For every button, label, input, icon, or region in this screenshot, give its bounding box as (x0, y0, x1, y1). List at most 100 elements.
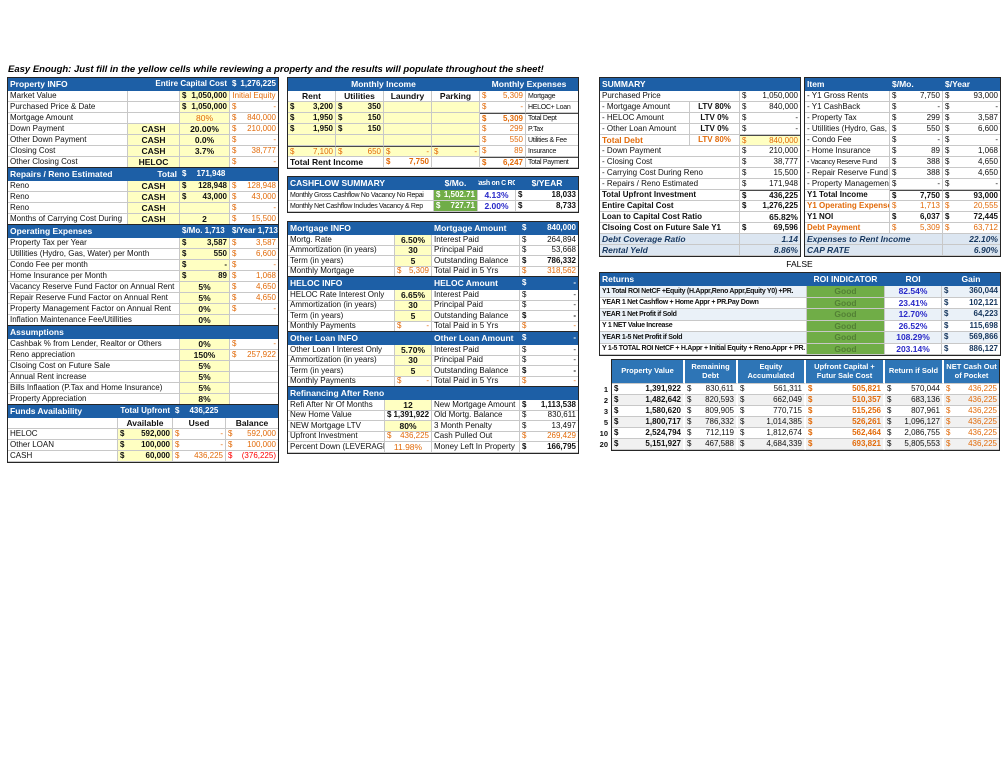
input-cell[interactable]: CASH (128, 214, 180, 225)
input-cell[interactable]: 30 (395, 355, 432, 366)
cell: 23.41% (885, 297, 942, 309)
input-cell[interactable]: HELOC (128, 157, 180, 168)
cell: $ - (230, 304, 278, 315)
input-cell[interactable]: $100,000 (118, 440, 173, 451)
input-cell[interactable]: $550 (180, 249, 230, 260)
cell: $210,000 (740, 146, 800, 157)
header-cell: SUMMARY (600, 78, 800, 91)
input-cell[interactable]: $592,000 (118, 429, 173, 440)
cell: YEAR 1 Net Cashflow + Home Appr + PR.Pay… (600, 297, 807, 309)
input-cell[interactable]: 5 (395, 256, 432, 267)
input-cell[interactable] (180, 203, 230, 214)
cell: $526,261 (806, 417, 885, 428)
input-cell[interactable]: 5% (180, 372, 230, 383)
input-cell[interactable]: CASH (128, 146, 180, 157)
input-cell[interactable] (384, 135, 432, 146)
input-cell[interactable]: 12 (385, 400, 432, 411)
cell: Property Management Factor on Annual Ren… (8, 304, 180, 315)
cell: New Home Value (288, 410, 385, 421)
header-cell: Assumptions (8, 326, 278, 339)
input-cell[interactable]: CASH (128, 181, 180, 192)
input-cell[interactable]: CASH (128, 135, 180, 146)
input-cell[interactable]: 0.0% (180, 135, 230, 146)
input-cell[interactable] (432, 124, 480, 135)
input-cell[interactable]: $ - (180, 260, 230, 271)
input-cell[interactable]: $1,050,000 (180, 91, 230, 102)
input-cell[interactable]: CASH (128, 124, 180, 135)
cell: $72,445 (943, 212, 1000, 223)
cell: $ - (520, 366, 578, 377)
cell: Other Loan I Interest Only (288, 345, 395, 356)
cell: $ - (230, 157, 278, 168)
cell: $20,555 (943, 201, 1000, 212)
cell: NEW Mortgage LTV (288, 421, 385, 432)
cell: Y1 Total ROI NetCF +Equity (H.Appr,Reno … (600, 286, 807, 298)
cell: 108.29% (885, 332, 942, 344)
cell: Reno (8, 181, 128, 192)
input-cell[interactable]: 6.65% (395, 290, 432, 301)
header-cell: Return if Sold (885, 360, 944, 384)
input-cell[interactable]: 150% (180, 350, 230, 361)
cell: $166,795 (520, 442, 578, 453)
input-cell[interactable]: 0% (180, 315, 230, 326)
input-cell[interactable]: $128,948 (180, 181, 230, 192)
input-cell[interactable]: 5 (395, 311, 432, 322)
header-cell: $ - (520, 277, 578, 290)
property-info-section: Property INFO Entire Capital Cost $1,276,2… (7, 77, 279, 169)
input-cell[interactable]: $1,950 (288, 113, 336, 124)
input-cell[interactable] (432, 113, 480, 124)
input-cell[interactable]: $60,000 (118, 451, 173, 462)
input-cell[interactable]: $43,000 (180, 192, 230, 203)
cell: LTV 0% (690, 113, 740, 124)
input-cell[interactable]: 5% (180, 361, 230, 372)
row-number: 1 (603, 384, 608, 394)
input-cell[interactable]: 0% (180, 304, 230, 315)
input-cell[interactable]: 30 (395, 300, 432, 311)
input-cell[interactable] (432, 135, 480, 146)
input-cell[interactable]: $3,200 (288, 102, 336, 113)
input-cell[interactable]: CASH (128, 203, 180, 214)
input-cell[interactable] (180, 157, 230, 168)
header-cell: $171,948 (180, 168, 278, 181)
cell: Monthly Payments (288, 376, 395, 387)
cell: $ - (395, 376, 432, 387)
input-cell[interactable]: $1,950 (288, 124, 336, 135)
input-cell[interactable] (336, 135, 384, 146)
input-cell[interactable]: 5% (180, 293, 230, 304)
input-cell[interactable]: 5 (395, 366, 432, 377)
input-cell[interactable]: $150 (336, 113, 384, 124)
input-cell[interactable]: CASH (128, 192, 180, 203)
input-cell[interactable]: 6.50% (395, 235, 432, 246)
input-cell[interactable]: $150 (336, 124, 384, 135)
input-cell[interactable]: 8% (180, 394, 230, 405)
heloc-info-section: HELOC INFO HELOC Amount $ - HELOC Rate Inter… (287, 276, 579, 333)
cell: Mortgage Amount (8, 113, 128, 124)
cell: $4,650 (230, 282, 278, 293)
cell: $93,000 (943, 91, 1000, 102)
input-cell[interactable]: $350 (336, 102, 384, 113)
input-cell[interactable]: 20.00% (180, 124, 230, 135)
cell: $ - (230, 102, 278, 113)
input-cell[interactable]: $3,587 (180, 238, 230, 249)
input-cell[interactable] (384, 102, 432, 113)
input-cell[interactable]: $89 (180, 271, 230, 282)
cell: Repair Reserve Fund Factor on Annual Ren… (8, 293, 180, 304)
input-cell[interactable]: 3.7% (180, 146, 230, 157)
input-cell[interactable]: $1,050,000 (180, 102, 230, 113)
input-cell[interactable]: 0% (180, 339, 230, 350)
input-cell[interactable] (432, 102, 480, 113)
header-cell: $/Year 1,713 (230, 225, 278, 238)
input-cell[interactable]: 2 (180, 214, 230, 225)
header-cell: $ - (520, 332, 578, 345)
cell: Cashbak % from Lender, Realtor or Others (8, 339, 180, 350)
input-cell[interactable]: 30 (395, 245, 432, 256)
cell: - Condo Fee (805, 135, 890, 146)
cell: 2.00% (478, 201, 516, 212)
input-cell[interactable]: 5% (180, 282, 230, 293)
input-cell[interactable] (384, 124, 432, 135)
input-cell[interactable]: 5% (180, 383, 230, 394)
input-cell[interactable]: 80% (385, 421, 432, 432)
input-cell[interactable]: 5.70% (395, 345, 432, 356)
input-cell[interactable] (384, 113, 432, 124)
input-cell[interactable] (288, 135, 336, 146)
